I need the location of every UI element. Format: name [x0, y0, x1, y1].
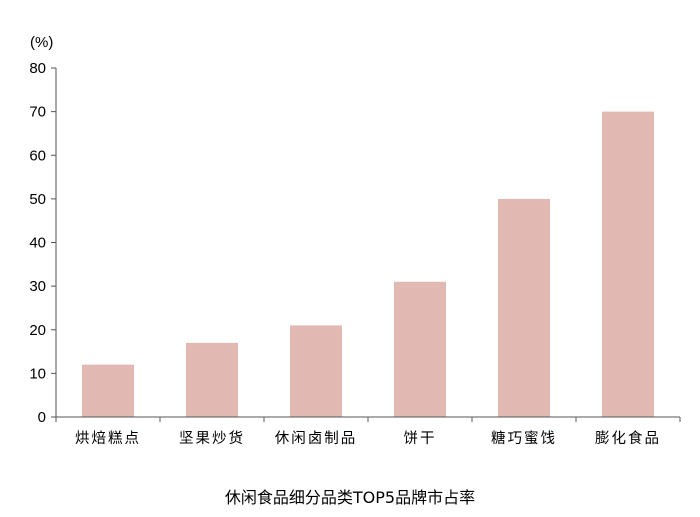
x-category-label: 饼干 [404, 430, 437, 447]
bar [82, 364, 134, 417]
x-category-label: 休闲卤制品 [275, 430, 358, 447]
y-tick-label: 0 [38, 409, 46, 426]
bar [186, 342, 238, 417]
y-tick-label: 70 [29, 104, 46, 121]
y-tick-label: 40 [29, 235, 46, 252]
y-tick-label: 10 [29, 365, 46, 382]
bar [498, 198, 550, 417]
bar [602, 111, 654, 417]
x-category-label: 膨化食品 [595, 430, 661, 447]
y-tick-label: 80 [29, 60, 46, 77]
y-axis-unit-label: (%) [30, 34, 53, 51]
x-category-label: 坚果炒货 [179, 430, 245, 447]
bar [290, 325, 342, 417]
chart-title: 休闲食品细分品类TOP5品牌市占率 [224, 488, 476, 507]
y-tick-label: 30 [29, 278, 46, 295]
bar [394, 281, 446, 417]
y-tick-label: 50 [29, 191, 46, 208]
bars-group [82, 111, 654, 417]
x-category-label: 烘焙糕点 [75, 430, 141, 447]
x-category-label: 糖巧蜜饯 [491, 430, 557, 447]
y-tick-label: 60 [29, 147, 46, 164]
y-tick-label: 20 [29, 322, 46, 339]
y-axis: 0 10 20 30 40 50 60 70 80 [29, 60, 57, 426]
x-axis: 烘焙糕点 坚果炒货 休闲卤制品 饼干 糖巧蜜饯 膨化食品 [55, 416, 681, 447]
